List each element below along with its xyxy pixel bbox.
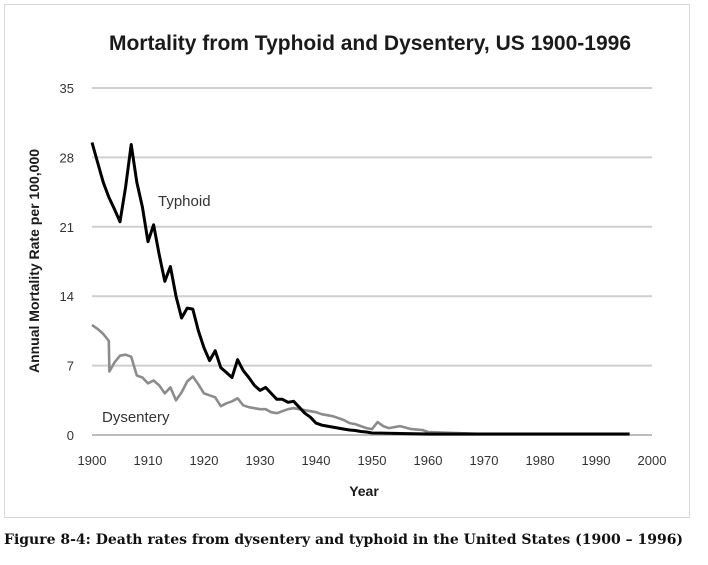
y-tick-label: 7 xyxy=(67,359,74,374)
y-tick-label: 35 xyxy=(60,81,74,96)
y-axis-label: Annual Mortality Rate per 100,000 xyxy=(26,149,42,373)
y-tick-label: 0 xyxy=(67,428,74,443)
x-tick-label: 1940 xyxy=(302,453,331,468)
figure-caption: Figure 8-4: Death rates from dysentery a… xyxy=(4,532,684,548)
series-line-dysentery xyxy=(91,323,630,436)
y-tick-label: 14 xyxy=(60,289,74,304)
series-label-dysentery: Dysentery xyxy=(102,409,170,426)
x-tick-label: 1930 xyxy=(246,453,275,468)
series-label-typhoid: Typhoid xyxy=(158,193,211,210)
series-lines xyxy=(90,142,630,436)
series-line-typhoid xyxy=(90,142,630,436)
x-tick-label: 1990 xyxy=(582,453,611,468)
y-tick-label: 21 xyxy=(60,220,74,235)
x-tick-label: 2000 xyxy=(638,453,667,468)
x-tick-label: 1910 xyxy=(134,453,163,468)
x-tick-label: 1900 xyxy=(78,453,107,468)
x-axis-label: Year xyxy=(349,483,379,499)
y-axis-tick-labels: 0 7 14 21 28 35 xyxy=(60,81,74,443)
x-tick-label: 1970 xyxy=(470,453,499,468)
x-tick-label: 1950 xyxy=(358,453,387,468)
y-tick-label: 28 xyxy=(60,150,74,165)
x-tick-label: 1920 xyxy=(190,453,219,468)
chart-title: Mortality from Typhoid and Dysentery, US… xyxy=(109,32,631,55)
x-tick-label: 1960 xyxy=(414,453,443,468)
mortality-line-chart: Mortality from Typhoid and Dysentery, US… xyxy=(26,32,667,499)
chart-frame xyxy=(4,4,690,518)
x-tick-label: 1980 xyxy=(526,453,555,468)
gridlines xyxy=(92,87,652,436)
x-axis-tick-labels: 1900 1910 1920 1930 1940 1950 1960 1970 1980 1990… xyxy=(78,453,667,468)
